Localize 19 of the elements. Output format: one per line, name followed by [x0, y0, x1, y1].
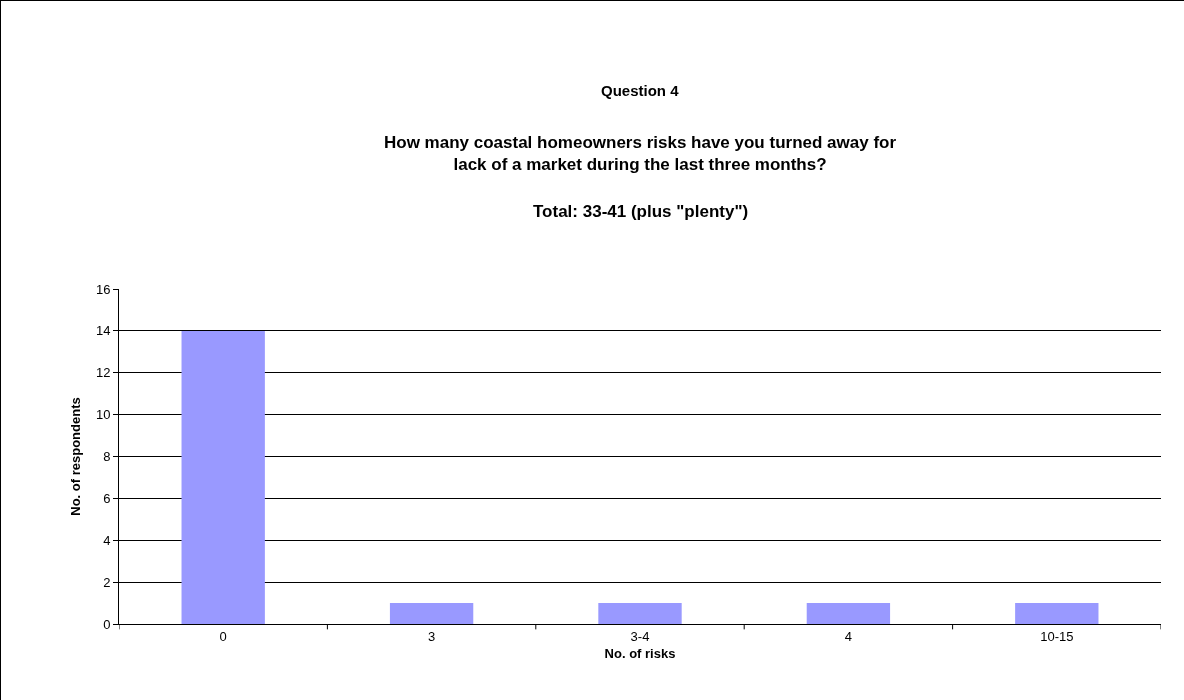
y-tick-label: 6	[103, 490, 111, 506]
chart-title: Question 4	[601, 82, 680, 99]
y-tick-label: 2	[103, 574, 111, 590]
x-tick-label: 3-4	[630, 628, 650, 644]
x-tick-label: 0	[219, 628, 227, 644]
y-tick-label: 10	[95, 407, 111, 423]
y-tick-label: 4	[103, 532, 111, 548]
x-tick-label: 10-15	[1040, 628, 1074, 644]
text: Total: 33-41 (plus "plenty")	[533, 202, 749, 221]
x-axis-title: No. of risks	[604, 646, 676, 662]
y-axis-title: No. of respondents	[67, 397, 83, 516]
y-tick-label: 12	[95, 365, 111, 381]
y-tick-label: 0	[103, 616, 111, 632]
chart-subtitle: How many coastal homeowners risks have you turned away for lack of a market during the last three months?	[384, 133, 897, 175]
y-tick-label: 16	[95, 281, 111, 297]
x-tick-label: 3	[427, 628, 436, 644]
x-tick-label: 4	[844, 628, 853, 644]
y-tick-label: 14	[95, 323, 111, 339]
y-tick-label: 8	[103, 449, 111, 465]
